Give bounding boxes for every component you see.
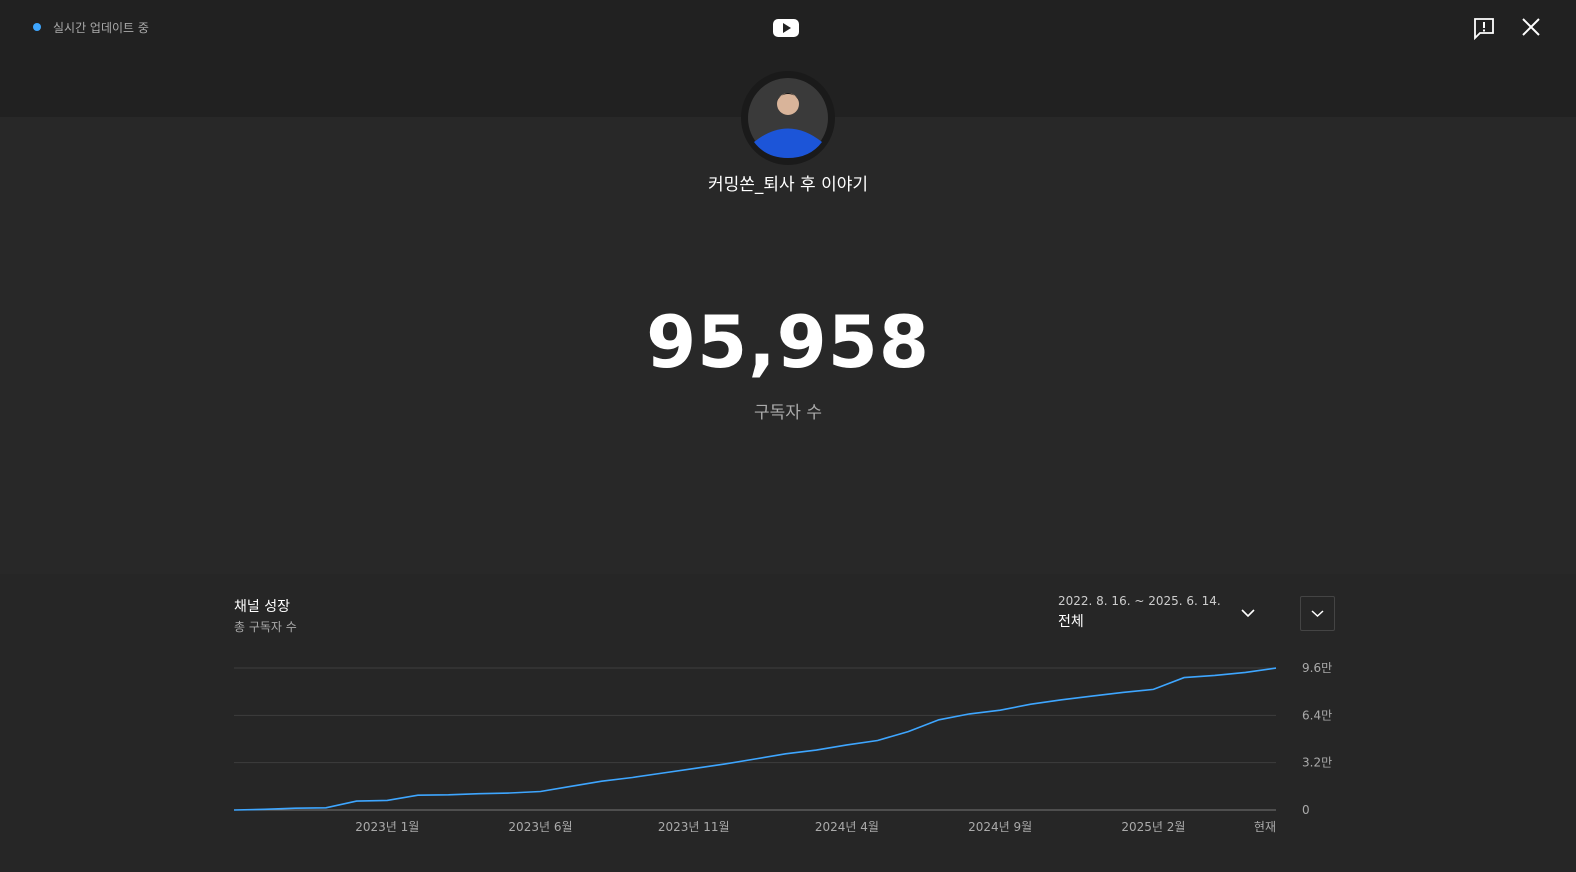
period-dropdown-icon[interactable]: [1240, 607, 1256, 619]
y-tick-label: 6.4만: [1302, 708, 1332, 722]
period-selector[interactable]: 전체: [1058, 614, 1084, 630]
x-tick-label: 2024년 9월: [968, 820, 1032, 834]
growth-panel: 채널 성장 총 구독자 수 2022. 8. 16. ~ 2025. 6. 14…: [0, 574, 1576, 872]
subscriber-label: 구독자 수: [754, 403, 822, 423]
channel-avatar: [741, 71, 835, 165]
close-button[interactable]: [1520, 16, 1542, 38]
panel-title: 채널 성장: [234, 599, 290, 615]
youtube-logo[interactable]: [773, 18, 799, 38]
y-tick-label: 3.2만: [1302, 756, 1332, 770]
x-tick-label: 2025년 2월: [1121, 820, 1185, 834]
panel-subtitle: 총 구독자 수: [234, 620, 297, 634]
x-tick-label: 2023년 11월: [658, 820, 730, 834]
subscriber-count: 95,958: [646, 300, 930, 384]
date-range: 2022. 8. 16. ~ 2025. 6. 14.: [1058, 594, 1221, 608]
report-button[interactable]: [1472, 16, 1496, 40]
subscriber-line: [233, 667, 1277, 811]
x-tick-label: 2023년 1월: [355, 820, 419, 834]
expand-button[interactable]: [1300, 596, 1335, 631]
x-tick-label: 2024년 4월: [815, 820, 879, 834]
y-tick-label: 9.6만: [1302, 661, 1332, 675]
live-status: 실시간 업데이트 중: [33, 18, 153, 38]
channel-name: 커밍쏜_퇴사 후 이야기: [707, 175, 869, 195]
x-tick-label: 현재: [1254, 820, 1276, 834]
x-tick-label: 2023년 6월: [508, 820, 572, 834]
y-tick-label: 0: [1302, 803, 1310, 817]
